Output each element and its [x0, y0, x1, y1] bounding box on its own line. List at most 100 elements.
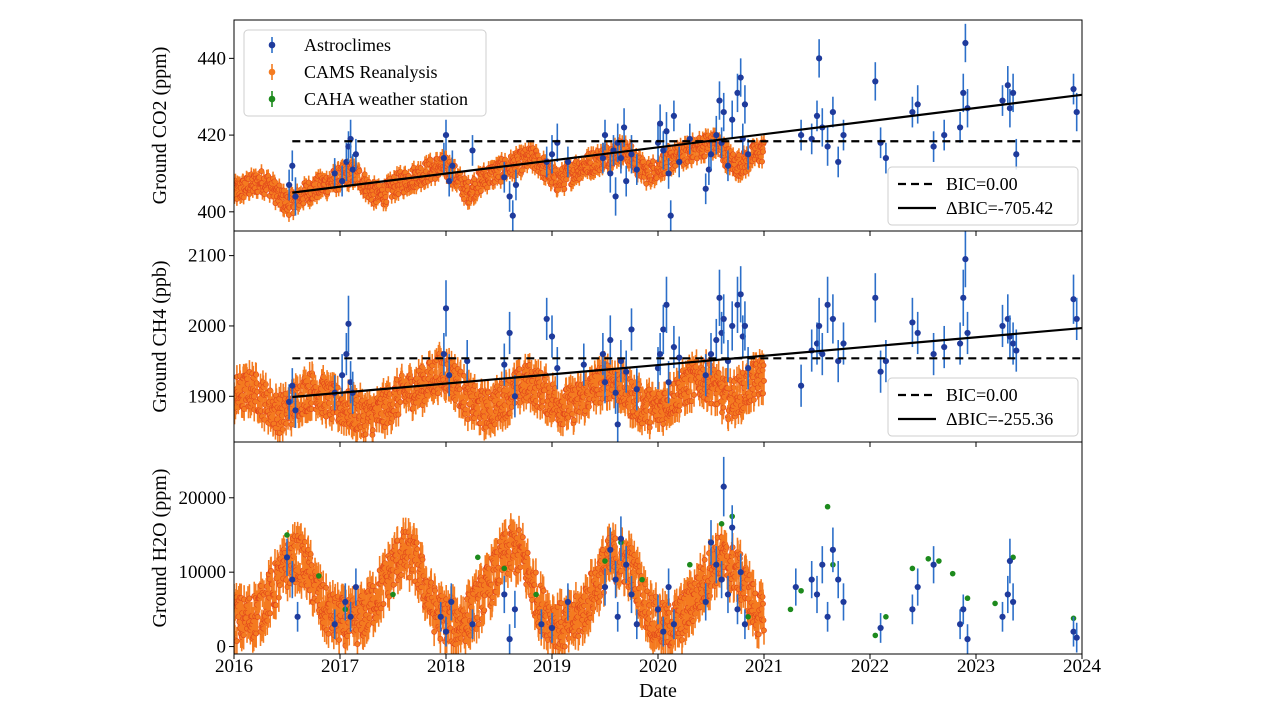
- astroclimes-point: [835, 159, 841, 165]
- astroclimes-point: [830, 109, 836, 115]
- cams-point: [760, 391, 765, 396]
- astroclimes-point: [292, 193, 298, 199]
- astroclimes-point: [613, 193, 619, 199]
- astroclimes-point: [738, 291, 744, 297]
- astroclimes-point: [816, 55, 822, 61]
- astroclimes-point: [286, 399, 292, 405]
- astroclimes-point: [607, 170, 613, 176]
- astroclimes-point: [830, 316, 836, 322]
- astroclimes-point: [663, 128, 669, 134]
- astroclimes-point: [353, 151, 359, 157]
- astroclimes-point: [825, 144, 831, 150]
- astroclimes-point: [816, 323, 822, 329]
- astroclimes-point: [883, 155, 889, 161]
- astroclimes-point: [960, 90, 966, 96]
- y-tick-label: 1900: [188, 386, 226, 407]
- astroclimes-point: [666, 170, 672, 176]
- astroclimes-point: [915, 330, 921, 336]
- astroclimes-point: [708, 151, 714, 157]
- astroclimes-point: [840, 132, 846, 138]
- fit-legend-label: ΔBIC=-705.42: [946, 198, 1053, 218]
- astroclimes-point: [745, 365, 751, 371]
- astroclimes-point: [964, 330, 970, 336]
- astroclimes-point: [671, 344, 677, 350]
- astroclimes-point: [721, 316, 727, 322]
- cams-point: [761, 378, 766, 383]
- astroclimes-point: [962, 256, 968, 262]
- cams-point: [370, 428, 375, 433]
- cams-point: [273, 603, 278, 608]
- astroclimes-point: [1013, 151, 1019, 157]
- astroclimes-point: [734, 90, 740, 96]
- astroclimes-point: [716, 97, 722, 103]
- cams-point: [517, 366, 522, 371]
- astroclimes-point: [1010, 340, 1016, 346]
- y-axis-label: Ground CO2 (ppm): [149, 47, 171, 205]
- astroclimes-point: [713, 337, 719, 343]
- astroclimes-point: [708, 351, 714, 357]
- cams-point: [472, 177, 477, 182]
- astroclimes-point: [289, 383, 295, 389]
- astroclimes-point: [798, 132, 804, 138]
- astroclimes-point: [666, 379, 672, 385]
- astroclimes-point: [960, 295, 966, 301]
- astroclimes-point: [615, 421, 621, 427]
- astroclimes-point: [1074, 316, 1080, 322]
- astroclimes-point: [549, 333, 555, 339]
- cams-point: [384, 199, 389, 204]
- astroclimes-point: [660, 147, 666, 153]
- astroclimes-point: [676, 159, 682, 165]
- astroclimes-point: [668, 213, 674, 219]
- plot-area: [231, 457, 1079, 661]
- cams-point: [661, 421, 666, 426]
- astroclimes-point: [909, 109, 915, 115]
- astroclimes-point: [602, 379, 608, 385]
- cams-point: [335, 385, 340, 390]
- cams-point: [268, 611, 273, 616]
- astroclimes-point: [657, 351, 663, 357]
- astroclimes-point: [742, 323, 748, 329]
- astroclimes-point: [1007, 105, 1013, 111]
- cams-point: [357, 168, 362, 173]
- astroclimes-point: [814, 113, 820, 119]
- cams-point: [362, 423, 367, 428]
- astroclimes-point: [554, 365, 560, 371]
- astroclimes-point: [999, 323, 1005, 329]
- astroclimes-point: [716, 295, 722, 301]
- astroclimes-point: [289, 163, 295, 169]
- astroclimes-point: [909, 319, 915, 325]
- astroclimes-point: [671, 113, 677, 119]
- astroclimes-point: [507, 330, 513, 336]
- astroclimes-point: [745, 151, 751, 157]
- astroclimes-point: [1074, 109, 1080, 115]
- cams-point: [265, 618, 270, 623]
- astroclimes-point: [703, 186, 709, 192]
- astroclimes-point: [872, 295, 878, 301]
- astroclimes-point: [957, 340, 963, 346]
- cams-point: [435, 391, 440, 396]
- astroclimes-point: [931, 144, 937, 150]
- cams-point: [571, 417, 576, 422]
- astroclimes-point: [332, 170, 338, 176]
- cams-point: [457, 387, 462, 392]
- astroclimes-point: [915, 101, 921, 107]
- astroclimes-point: [1070, 296, 1076, 302]
- astroclimes-point: [703, 372, 709, 378]
- cams-point: [458, 369, 463, 374]
- cams-point: [759, 159, 764, 164]
- y-tick-label: 440: [198, 48, 227, 69]
- astroclimes-point: [623, 178, 629, 184]
- astroclimes-point: [621, 124, 627, 130]
- cams-series: [231, 513, 766, 661]
- astroclimes-point: [725, 163, 731, 169]
- cams-point: [396, 191, 401, 196]
- astroclimes-point: [581, 362, 587, 368]
- astroclimes-point: [660, 326, 666, 332]
- cams-point: [398, 399, 403, 404]
- cams-point: [582, 408, 587, 413]
- cams-point: [247, 596, 252, 601]
- astroclimes-point: [657, 120, 663, 126]
